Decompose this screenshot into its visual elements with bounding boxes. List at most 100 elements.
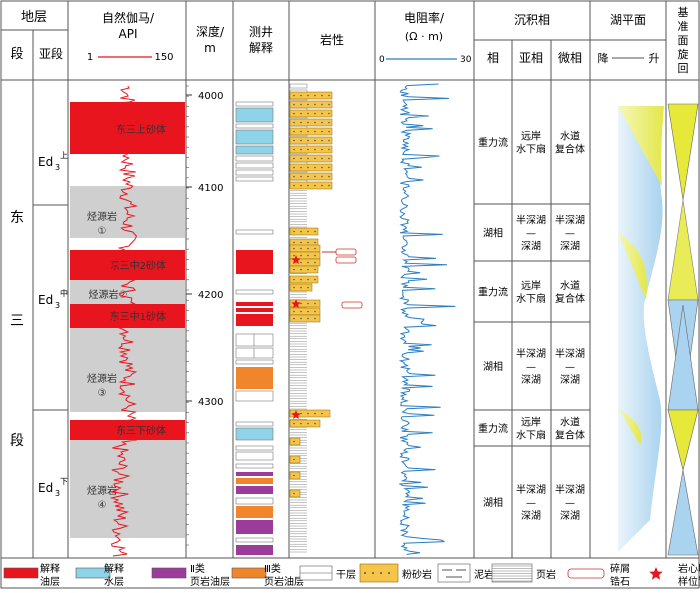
svg-text:3: 3	[55, 301, 60, 310]
siltstone-dot	[293, 422, 295, 425]
siltstone-dot	[314, 157, 316, 160]
siltstone-dot	[300, 254, 302, 257]
siltstone-dot	[314, 94, 316, 97]
siltstone-dot	[314, 130, 316, 133]
legend-label: 解释	[104, 562, 124, 575]
siltstone-dot	[321, 157, 323, 160]
siltstone-dot	[307, 103, 309, 106]
siltstone-block	[289, 409, 331, 418]
legend-swatch	[437, 563, 471, 583]
siltstone-dot	[328, 148, 330, 151]
siltstone-dot	[300, 148, 302, 151]
facies-label: 湖相	[483, 360, 503, 373]
resist-min-label: 0	[379, 55, 385, 65]
siltstone-dot	[300, 261, 302, 264]
sand-band-upper	[70, 102, 185, 154]
mudstone-cell	[289, 83, 308, 89]
depth-tick-label: 4300	[198, 397, 223, 408]
microfacies-label: 半深湖	[555, 483, 585, 496]
siltstone-block	[289, 227, 319, 236]
legend-label: 泥岩	[474, 568, 494, 581]
siltstone-dot	[321, 412, 323, 415]
siltstone-dot	[328, 184, 330, 187]
facies-label: 重力流	[478, 286, 508, 299]
microfacies-label: 水道	[560, 279, 580, 292]
legend-label: 水层	[104, 576, 124, 588]
gamma-curve	[102, 85, 139, 557]
sand-band-mid2	[70, 250, 185, 280]
core-star	[291, 299, 301, 308]
legend-swatch	[359, 563, 399, 583]
siltstone-block	[289, 109, 333, 118]
svg-text:Ed: Ed	[38, 481, 53, 495]
siltstone-dot	[321, 121, 323, 124]
header-log-interp-1: 测井	[249, 25, 273, 39]
siltstone-dot	[300, 412, 302, 415]
siltstone-dot	[293, 103, 295, 106]
core-star	[291, 410, 301, 419]
siltstone-dot	[314, 261, 316, 264]
core-sample-markers	[291, 255, 663, 580]
microfacies-label: —	[565, 229, 575, 240]
siltstone-dot	[293, 148, 295, 151]
siltstone-block	[289, 127, 333, 136]
header-strata: 地层	[21, 10, 47, 25]
microfacies-label: —	[565, 362, 575, 373]
depth-tick-label: 4100	[198, 183, 223, 194]
siltstone-dot	[307, 412, 309, 415]
siltstone-dot	[307, 286, 309, 289]
sand-label-mid2: 东三中2砂体	[110, 259, 166, 272]
facies-column: 重力流远岸水下扇水道复合体湖相半深湖—深湖半深湖—深湖重力流远岸水下扇水道复合体…	[478, 130, 585, 523]
legend-label: 页岩油层	[264, 575, 304, 588]
sand-label-lower: 东三下砂体	[116, 424, 166, 437]
microfacies-label: 深湖	[560, 241, 580, 253]
header-section: 段	[10, 47, 23, 62]
sand-label-mid1: 东三中1砂体	[110, 310, 166, 323]
subfacies-label: 远岸	[521, 280, 541, 292]
microfacies-label: 复合体	[555, 429, 585, 442]
siltstone-block	[289, 275, 319, 284]
siltstone-dot	[328, 157, 330, 160]
siltstone-dot	[300, 268, 302, 271]
siltstone-dot	[328, 94, 330, 97]
siltstone-dot	[307, 254, 309, 257]
siltstone-dot	[300, 302, 302, 305]
subfacies-label: 深湖	[521, 241, 541, 253]
source-label-4-num: ④	[98, 500, 107, 511]
siltstone-dot	[300, 241, 302, 244]
siltstone-dot	[293, 184, 295, 187]
legend-label: 干层	[336, 569, 356, 581]
siltstone-dot	[307, 166, 309, 169]
siltstone-dot	[307, 148, 309, 151]
subfacies-label: 深湖	[521, 374, 541, 386]
siltstone-dot	[314, 166, 316, 169]
siltstone-dot	[307, 184, 309, 187]
base-level-char: 旋	[678, 47, 689, 61]
lake-level-blue	[618, 106, 663, 552]
source-band-4	[70, 440, 185, 538]
header-resist-title: 电阻率/	[404, 10, 445, 25]
siltstone-dot	[321, 130, 323, 133]
siltstone-dot	[307, 261, 309, 264]
subfacies-label: 远岸	[521, 131, 541, 143]
core-star	[291, 255, 301, 264]
header-gamma-unit: API	[119, 27, 138, 41]
siltstone-dot	[321, 94, 323, 97]
siltstone-dot	[300, 310, 302, 313]
siltstone-dot	[307, 268, 309, 271]
lake-level-yellow-mid	[618, 232, 647, 300]
header-lithology: 岩性	[320, 32, 344, 47]
microfacies-label: 水道	[560, 416, 580, 429]
header-facies-3: 微相	[558, 51, 582, 65]
siltstone-block	[289, 299, 321, 308]
microfacies-label: 复合体	[555, 292, 585, 305]
siltstone-dot	[307, 302, 309, 305]
siltstone-dot	[314, 412, 316, 415]
siltstone-dot	[293, 474, 295, 477]
siltstone-dot	[300, 317, 302, 320]
subfacies-label: 水下扇	[516, 143, 546, 156]
siltstone-dot	[300, 130, 302, 133]
base-level-char: 面	[678, 34, 689, 47]
microfacies-label: 深湖	[560, 374, 580, 386]
resistivity-curve	[398, 83, 456, 555]
